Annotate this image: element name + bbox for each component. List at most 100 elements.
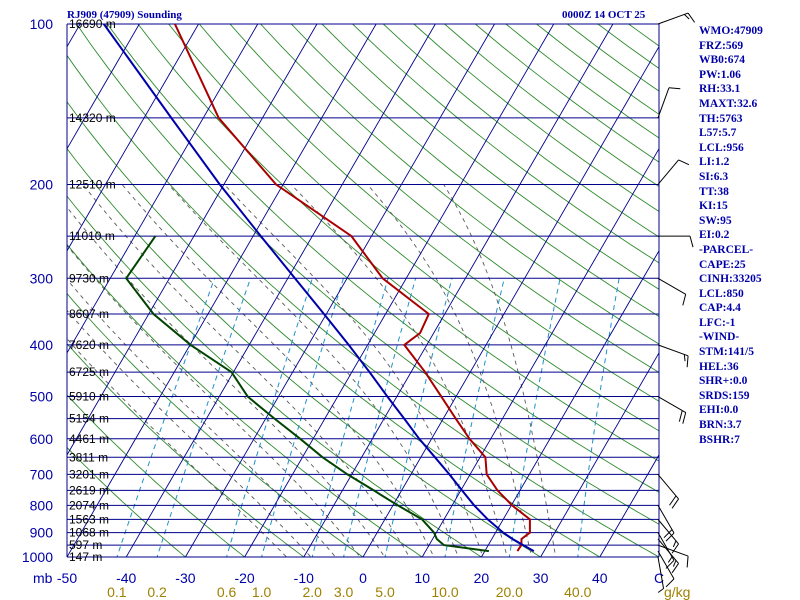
dry-adiabat: [137, 24, 659, 462]
mixing-ratio-line: [384, 278, 453, 557]
pressure-tick-label: 1000: [22, 549, 53, 565]
pressure-tick-label: 100: [30, 16, 54, 32]
moist-adiabat: [290, 184, 508, 557]
stat-item: WMO:47909: [699, 25, 763, 37]
wind-barb: [657, 87, 681, 119]
isotherm: [481, 249, 659, 557]
isotherm: [185, 24, 495, 557]
dry-adiabat: [198, 24, 659, 402]
mixing-ratio-tick-label: 2.0: [302, 584, 322, 600]
background-lines: [0, 24, 659, 557]
height-label: 14320 m: [69, 111, 116, 125]
moist-adiabat: [367, 184, 533, 557]
wind-barb: [657, 505, 675, 542]
temperature-tick-label: -50: [57, 570, 77, 586]
stat-item: STM:141/5: [699, 346, 754, 359]
dry-adiabat: [321, 24, 659, 290]
stat-item: HEL:36: [699, 360, 739, 373]
stat-item: SRDS:159: [699, 389, 750, 402]
isotherm: [67, 24, 259, 354]
height-label: 8607 m: [69, 307, 109, 321]
stat-item: RH:33.1: [699, 83, 741, 96]
temperature-tick-label: -20: [234, 570, 254, 586]
mixing-ratio-line: [116, 278, 216, 557]
mixing-ratio-tick-label: 5.0: [375, 584, 395, 600]
height-label: 2074 m: [69, 498, 109, 512]
temperature-tick-label: -10: [294, 570, 314, 586]
pressure-tick-label: 200: [30, 176, 54, 192]
mixing-ratio-tick-label: 1.0: [252, 584, 272, 600]
height-label: 5154 m: [69, 412, 109, 426]
mixing-ratio-line: [508, 278, 561, 557]
height-label: 2619 m: [69, 483, 109, 497]
dry-adiabat: [229, 24, 659, 373]
wind-barb: [657, 12, 696, 25]
moist-adiabat: [67, 309, 312, 557]
stat-item: FRZ:569: [699, 39, 744, 52]
mixing-ratio-line: [444, 278, 505, 557]
stat-item: KI:15: [699, 200, 728, 213]
stat-item: SW:95: [699, 214, 732, 227]
isotherm: [125, 24, 436, 557]
moist-adiabat: [121, 184, 435, 557]
dry-adiabat: [168, 24, 659, 432]
height-label: 11010 m: [69, 229, 115, 243]
dry-adiabat: [67, 147, 542, 557]
dry-adiabat: [67, 292, 364, 557]
stat-item: -WIND-: [699, 331, 740, 344]
height-label: 16690 m: [69, 17, 116, 31]
pressure-unit-label: mb: [33, 570, 53, 586]
stat-item: CINH:33205: [699, 273, 762, 286]
stat-item: LCL:850: [699, 287, 744, 300]
mixing-ratio-line: [311, 278, 389, 557]
mixing-ratio-line: [577, 278, 620, 557]
mixing-ratio-tick-label: 10.0: [431, 584, 458, 600]
temperature-tick-label: -30: [175, 570, 195, 586]
mixing-ratio-line: [343, 278, 417, 557]
isotherm: [303, 24, 614, 557]
temperature-tick-label: C: [654, 570, 664, 586]
wind-barb: [657, 544, 689, 568]
pressure-tick-label: 900: [30, 525, 54, 541]
dry-adiabat: [67, 394, 246, 557]
stat-item: EI:0.2: [699, 229, 730, 242]
stat-item: CAP:4.4: [699, 302, 741, 315]
pressure-tick-label: 500: [30, 389, 54, 405]
temperature-tick-label: 10: [414, 570, 430, 586]
mixing-ratio-line: [261, 278, 344, 557]
isotherm: [599, 454, 659, 557]
height-label: 597 m: [69, 538, 102, 552]
stat-item: MAXT:32.6: [699, 97, 758, 110]
stat-item: -PARCEL-: [699, 243, 754, 256]
dry-adiabat: [260, 24, 659, 345]
wind-barb: [657, 556, 665, 593]
temperature-tick-label: 30: [533, 570, 549, 586]
mixing-ratio-tick-label: 3.0: [334, 584, 354, 600]
height-label: 5910 m: [69, 390, 109, 404]
mixing-ratio-tick-label: 40.0: [564, 584, 591, 600]
wind-barb: [657, 532, 675, 569]
stat-item: LCL:956: [699, 141, 744, 154]
height-label: 1563 m: [69, 512, 109, 526]
stat-item: SI:6.3: [699, 170, 729, 183]
stat-item: PW:1.06: [699, 68, 741, 81]
moist-adiabat: [223, 184, 484, 557]
mixing-ratio-tick-label: 0.1: [107, 584, 127, 600]
parcel-path: [102, 24, 535, 552]
mixing-ratio-line: [226, 278, 313, 557]
height-label: 1068 m: [69, 526, 109, 540]
isotherm: [67, 24, 377, 557]
isotherm: [67, 24, 199, 252]
pressure-tick-label: 400: [30, 337, 54, 353]
stat-item: L57:5.7: [699, 127, 737, 140]
stat-item: BSHR:7: [699, 433, 740, 446]
wind-barb: [657, 519, 679, 554]
isotherm: [0, 24, 21, 557]
pressure-tick-label: 800: [30, 497, 54, 513]
mixing-ratio-unit: g/kg: [664, 584, 690, 600]
height-label: 6725 m: [69, 365, 109, 379]
moist-adiabat: [67, 244, 361, 557]
moist-adiabat: [443, 184, 557, 557]
temperature-tick-label: 40: [592, 570, 608, 586]
